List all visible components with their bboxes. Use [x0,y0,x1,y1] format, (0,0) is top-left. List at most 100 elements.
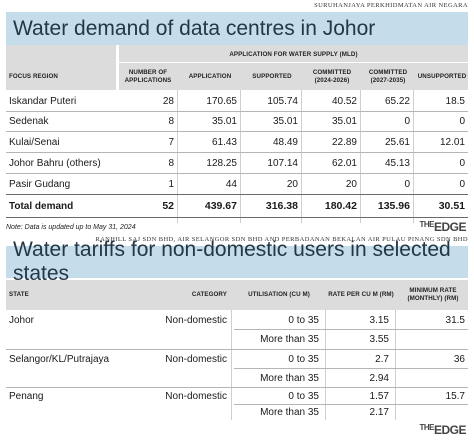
committed-2027-cell: 0 [404,178,410,190]
unsupported-cell: 18.5 [445,96,465,107]
row-divider [6,173,468,174]
col-sep [240,90,241,223]
utilisation-cell: 0 to 35 [288,390,319,402]
total-committed-2027: 135.96 [377,200,410,212]
row-divider [6,111,468,112]
col-sep [325,310,326,420]
table-row: More than 35 2.94 [6,369,468,387]
total-committed-2024: 180.42 [324,200,357,212]
the-edge-logo: THEEDGE [419,220,466,234]
minimum-cell: 31.5 [445,314,465,326]
rate-cell: 2.7 [375,353,389,365]
utilisation-cell: More than 35 [260,372,319,384]
col-category: CATEGORY [191,291,227,299]
committed-2024-cell: 40.52 [331,96,357,107]
col-sep [177,90,178,223]
total-unsupported: 30.51 [438,200,465,212]
header-bg-application [119,45,468,90]
table2-title: Water tariffs for non-domestic users in … [6,238,468,285]
region-cell: Iskandar Puteri [9,96,77,107]
region-cell: Sedenak [9,116,49,127]
col-sep [360,90,361,223]
logo-edge: EDGE [433,220,467,234]
source-credit-1: SURUHANJAYA PERKHIDMATAN AIR NEGARA [314,2,468,9]
applications-cell: 8 [168,157,174,169]
col-utilisation: UTILISATION (CU M) [248,291,310,299]
row-divider [6,131,468,132]
row-divider [6,349,468,350]
supported-cell: 20 [286,178,298,190]
col-sep [231,310,232,420]
unsupported-cell: 0 [459,178,465,190]
utilisation-cell: 0 to 35 [288,353,319,365]
unsupported-cell: 12.01 [439,136,465,148]
applications-cell: 8 [168,116,174,127]
region-cell: Pasir Gudang [9,178,71,190]
unsupported-cell: 0 [459,157,465,169]
the-edge-logo: THEEDGE [419,423,466,437]
rate-cell: 3.15 [369,314,389,326]
application-cell: 170.65 [206,96,237,107]
state-cell: Selangor/KL/Putrajaya [9,353,110,365]
row-divider [234,404,468,405]
application-cell: 128.25 [206,157,237,169]
applications-cell: 1 [168,178,174,190]
water-demand-table: APPLICATION FOR WATER SUPPLY (MLD) FOCUS… [6,45,468,223]
table-row: Penang Non-domestic 0 to 35 1.57 15.7 [6,388,468,404]
committed-2027-cell: 0 [404,116,410,127]
total-application: 439.67 [204,200,237,212]
unsupported-cell: 0 [459,116,465,127]
logo-edge: EDGE [433,423,467,437]
total-supported: 316.38 [265,200,298,212]
committed-2024-cell: 35.01 [331,116,357,127]
total-label: Total demand [9,200,74,212]
utilisation-cell: More than 35 [260,333,319,345]
table-row: Johor Non-domestic 0 to 35 3.15 31.5 [6,311,468,329]
table-row: Pasir Gudang 1 44 20 20 0 0 [6,174,468,194]
state-cell: Johor [9,314,35,326]
committed-2027-cell: 45.13 [384,157,410,169]
committed-2027-cell: 65.22 [384,96,410,107]
col-unsupported: UNSUPPORTED [417,73,467,81]
applications-cell: 28 [162,96,174,107]
table1-note: Note: Data is updated up to May 31, 2024 [6,224,136,231]
supported-cell: 107.14 [267,157,298,169]
row-divider [6,194,468,195]
application-cell: 35.01 [211,116,237,127]
row-divider [234,368,468,369]
row-divider [234,329,468,330]
committed-2024-cell: 22.89 [331,136,357,148]
col-committed-2027-2035: COMMITTED (2027-2035) [368,69,408,84]
applications-cell: 7 [168,136,174,148]
header-bg-tariff [6,280,468,310]
col-focus-region: FOCUS REGION [9,73,58,81]
table1-title: Water demand of data centres in Johor [6,12,468,45]
rate-cell: 2.94 [369,372,389,384]
group-header: APPLICATION FOR WATER SUPPLY (MLD) [229,51,358,59]
col-rate: RATE PER CU M (RM) [328,291,394,299]
minimum-cell: 36 [453,353,465,365]
table-row: More than 35 2.17 [6,404,468,421]
category-cell: Non-domestic [165,314,227,326]
application-cell: 61.43 [211,136,237,148]
rate-cell: 2.17 [369,407,389,418]
total-row: Total demand 52 439.67 316.38 180.42 135… [6,195,468,217]
supported-cell: 35.01 [272,116,298,127]
col-application: APPLICATION [188,73,232,81]
row-divider [6,217,468,218]
committed-2024-cell: 20 [345,178,357,190]
state-cell: Penang [9,390,44,402]
col-state: STATE [9,291,29,299]
rate-cell: 3.55 [369,333,389,345]
col-num-applications: NUMBER OF APPLICATIONS [124,69,172,84]
rate-cell: 1.57 [369,390,389,402]
table-row: Selangor/KL/Putrajaya Non-domestic 0 to … [6,350,468,368]
utilisation-cell: More than 35 [260,407,319,418]
col-sep [395,310,396,420]
region-cell: Kulai/Senai [9,136,60,148]
source-credit-2: RANHILL SAJ SDN BHD, AIR SELANGOR SDN BH… [95,236,468,243]
logo-the: THE [419,220,434,229]
col-sep [413,90,414,223]
water-tariff-table: STATE CATEGORY UTILISATION (CU M) RATE P… [6,280,468,422]
logo-the: THE [419,423,434,432]
